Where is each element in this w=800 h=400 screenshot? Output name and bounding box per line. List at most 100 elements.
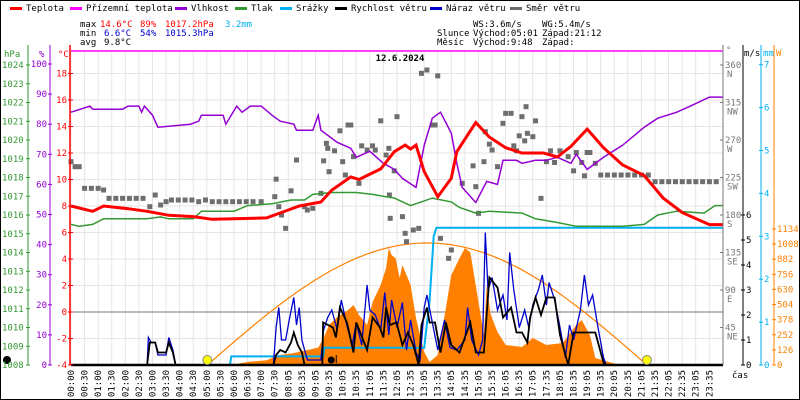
wind-direction-point: [524, 130, 530, 136]
wind-direction-point: [163, 199, 169, 205]
x-tick-label: 00:00: [67, 370, 77, 397]
wind-direction-point: [304, 207, 310, 213]
clear-sky-solar-line: [207, 242, 646, 366]
solar-tick-label: 0: [777, 361, 782, 371]
temperature-tick-label: 4: [62, 255, 67, 265]
direction-tick-label: 45: [725, 324, 736, 334]
temperature-tick-label: -4: [56, 361, 67, 371]
wind-direction-point: [543, 159, 549, 165]
legend-label: Náraz větru: [446, 4, 506, 14]
pressure-tick-label: 1021: [2, 117, 24, 127]
x-tick-label: 04:30: [189, 370, 199, 397]
wind-direction-point: [359, 143, 365, 149]
wind-direction-point: [386, 145, 392, 151]
direction-tick-label: 225: [725, 174, 741, 184]
legend-item: Teplota: [10, 4, 64, 14]
humidity-tick-label: 70: [36, 150, 47, 160]
legend-item: Přízemní teplota: [70, 4, 173, 14]
wind-direction-point: [418, 70, 424, 76]
x-tick-label: 13:05: [420, 370, 430, 397]
wind-direction-point: [351, 154, 357, 160]
wind-direction-point: [370, 143, 376, 149]
wind-direction-point: [473, 184, 479, 190]
x-tick-label: 19:05: [583, 370, 593, 397]
wind-direction-point: [76, 164, 82, 170]
legend-label: Tlak: [251, 4, 273, 14]
min-label: min: [80, 29, 97, 39]
legend-swatch: [70, 7, 82, 10]
pressure-tick-label: 1024: [2, 61, 24, 71]
wind-direction-point: [503, 110, 509, 116]
wind-direction-point: [581, 173, 587, 179]
solar-tick-label: 756: [777, 270, 793, 280]
avg-label: avg: [80, 38, 97, 48]
wind-direction-point: [169, 197, 175, 203]
wind-direction-point: [158, 202, 164, 208]
wind-direction-point: [372, 147, 378, 153]
pressure-line: [70, 191, 723, 228]
x-tick-label: 06:30: [244, 370, 254, 397]
wind-direction-point: [348, 122, 354, 128]
wind-direction-point: [378, 118, 384, 124]
wind-direction-point: [448, 247, 454, 253]
x-tick-label: 23:35: [705, 370, 715, 397]
wind-direction-point: [432, 122, 438, 128]
wind-direction-point: [565, 154, 571, 160]
pressure-axis-unit: hPa: [4, 50, 20, 60]
humidity-tick-label: 0: [42, 361, 47, 371]
solar-tick-label: 1134: [777, 225, 799, 235]
wind-direction-point: [175, 197, 181, 203]
wind-direction-point: [530, 134, 536, 140]
temperature-tick-label: 6: [62, 229, 67, 239]
x-tick-label: 14:05: [447, 370, 457, 397]
solar-tick-label: 252: [777, 331, 793, 341]
wind-direction-point: [82, 185, 88, 191]
x-tick-label: 18:05: [556, 370, 566, 397]
legend-label: Vlhkost: [191, 4, 229, 14]
legend-swatch: [175, 7, 187, 10]
wind-tick-label: 5: [746, 236, 751, 246]
wind-direction-point: [500, 120, 506, 126]
x-tick-label: 02:30: [135, 370, 145, 397]
wind-direction-point: [364, 147, 370, 153]
wind-direction-point: [659, 179, 665, 185]
humidity-tick-label: 40: [36, 241, 47, 251]
wind-direction-point: [547, 148, 553, 154]
legend-swatch: [510, 7, 522, 10]
legend-label: Teplota: [26, 4, 64, 14]
x-tick-label: 16:35: [515, 370, 525, 397]
legend-item: Náraz větru: [430, 4, 506, 14]
wind-direction-point: [95, 185, 101, 191]
wind-direction-point: [387, 215, 393, 221]
sunset-time: Západ:21:12: [542, 29, 602, 39]
temperature-tick-label: 8: [62, 202, 67, 212]
wind-speed-max: WS:3.6m/s: [473, 20, 522, 30]
humidity-axis-unit: %: [39, 50, 45, 60]
wind-direction-point: [459, 180, 465, 186]
direction-tick-label: 360: [725, 61, 741, 71]
temperature-axis-unit: °C: [58, 50, 69, 60]
moonset-time: Západ:: [542, 38, 575, 48]
x-tick-label: 11:05: [366, 370, 376, 397]
moon-label: Měsíc: [437, 38, 465, 48]
wind-direction-point: [679, 179, 685, 185]
x-tick-label: 23:05: [692, 370, 702, 397]
wind-tick-label: 2: [746, 311, 751, 321]
legend-swatch: [280, 7, 292, 10]
direction-compass-label: NE: [727, 333, 738, 343]
wind-direction-point: [113, 195, 119, 201]
x-tick-label: 07:30: [271, 370, 281, 397]
x-tick-label: 08:35: [298, 370, 308, 397]
wind-direction-point: [293, 157, 299, 163]
x-tick-label: 00:30: [81, 370, 91, 397]
temperature-tick-label: -2: [56, 335, 67, 345]
wind-direction-point: [391, 168, 397, 174]
x-tick-label: 08:05: [284, 370, 294, 397]
humidity-tick-label: 90: [36, 90, 47, 100]
x-tick-label: 01:00: [94, 370, 104, 397]
stats-max-row: max: [80, 20, 96, 30]
direction-tick-label: 315: [725, 99, 741, 109]
legend-swatch: [10, 7, 22, 10]
humidity-tick-label: 50: [36, 211, 47, 221]
wind-direction-point: [288, 188, 294, 194]
